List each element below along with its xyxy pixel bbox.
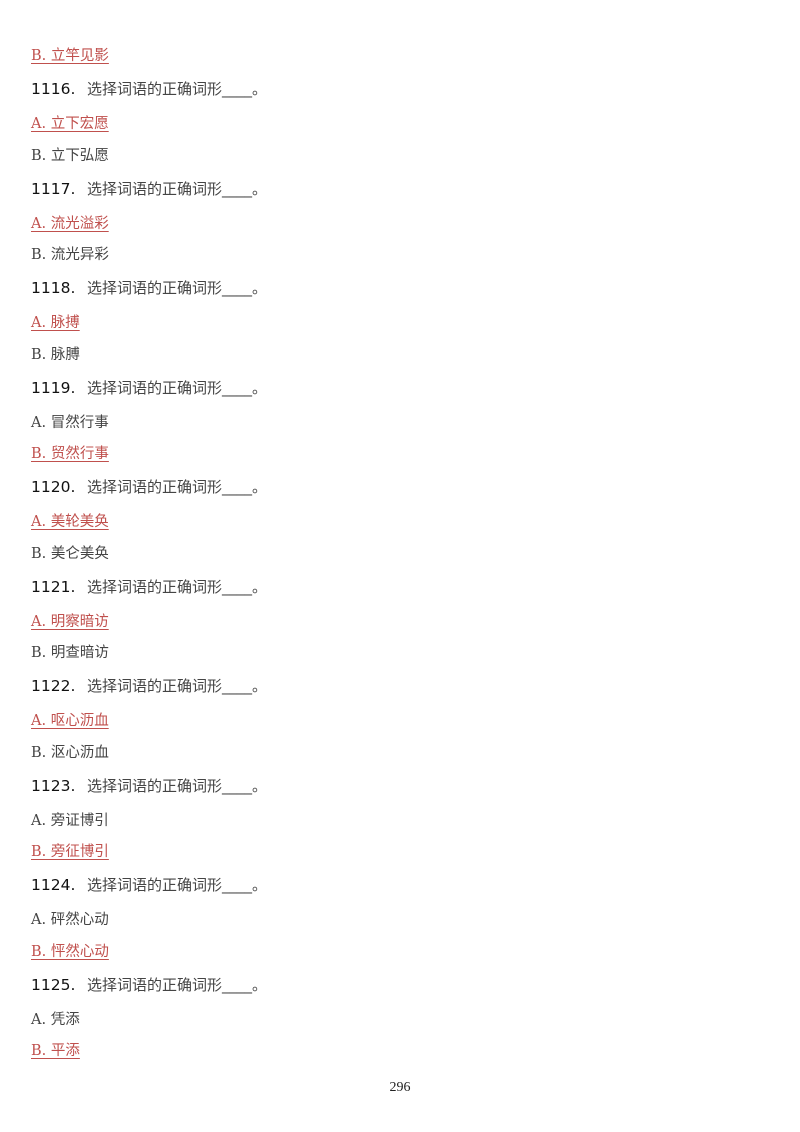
- question-1116: 1116. 选择词语的正确词形____。: [31, 78, 267, 100]
- question-number: 1119.: [31, 378, 76, 397]
- question-text: 选择词语的正确词形____。: [87, 179, 268, 198]
- question-text: 选择词语的正确词形____。: [87, 478, 268, 496]
- answer-option: A. 旁证博引: [31, 812, 109, 829]
- question-number: 1116.: [31, 80, 76, 98]
- answer-option-correct: B. 贸然行事: [31, 446, 109, 462]
- question-number: 1118.: [31, 279, 76, 297]
- question-text: 选择词语的正确词形____。: [87, 577, 268, 596]
- question-number: 1117.: [31, 179, 76, 198]
- question-1124: 1124. 选择词语的正确词形____。: [31, 874, 267, 896]
- question-text: 选择词语的正确词形____。: [87, 975, 268, 994]
- question-1119: 1119. 选择词语的正确词形____。: [31, 377, 267, 399]
- question-1118: 1118. 选择词语的正确词形____。: [31, 277, 267, 299]
- answer-option: A. 冒然行事: [31, 414, 109, 431]
- answer-option-correct: A. 美轮美奂: [31, 514, 109, 530]
- question-text: 选择词语的正确词形____。: [87, 80, 268, 98]
- question-1117: 1117. 选择词语的正确词形____。: [31, 178, 267, 200]
- question-text: 选择词语的正确词形____。: [87, 776, 268, 795]
- answer-option-correct: A. 脉搏: [31, 315, 80, 331]
- question-number: 1121.: [31, 577, 76, 596]
- answer-option-correct: B. 平添: [31, 1043, 80, 1059]
- answer-option-correct: A. 呕心沥血: [31, 713, 109, 729]
- answer-option: A. 凭添: [31, 1011, 80, 1028]
- answer-option: B. 美仑美奂: [31, 545, 109, 562]
- question-number: 1125.: [31, 975, 76, 994]
- answer-option-correct: A. 流光溢彩: [31, 215, 109, 232]
- question-1125: 1125. 选择词语的正确词形____。: [31, 974, 267, 996]
- question-1120: 1120. 选择词语的正确词形____。: [31, 476, 267, 498]
- question-text: 选择词语的正确词形____。: [87, 279, 268, 297]
- page-number: 296: [389, 1080, 411, 1095]
- answer-option-correct: A. 立下宏愿: [31, 116, 109, 132]
- answer-option-correct: B. 立竿见影: [31, 48, 109, 64]
- question-number: 1122.: [31, 677, 76, 695]
- question-1123: 1123. 选择词语的正确词形____。: [31, 775, 267, 797]
- question-text: 选择词语的正确词形____。: [87, 876, 268, 894]
- answer-option-correct: B. 旁征博引: [31, 844, 109, 860]
- question-number: 1124.: [31, 876, 76, 894]
- question-1122: 1122. 选择词语的正确词形____。: [31, 675, 267, 697]
- answer-option: B. 脉膊: [31, 346, 80, 363]
- question-text: 选择词语的正确词形____。: [87, 378, 268, 397]
- question-text: 选择词语的正确词形____。: [87, 677, 268, 695]
- answer-option-correct: A. 明察暗访: [31, 613, 109, 630]
- question-number: 1123.: [31, 776, 76, 795]
- question-1121: 1121. 选择词语的正确词形____。: [31, 576, 267, 598]
- answer-option: B. 明查暗访: [31, 645, 109, 661]
- answer-option-correct: B. 怦然心动: [31, 943, 109, 960]
- answer-option: B. 立下弘愿: [31, 147, 109, 164]
- answer-option: B. 沤心沥血: [31, 744, 109, 761]
- answer-option: A. 砰然心动: [31, 912, 109, 928]
- answer-option: B. 流光异彩: [31, 247, 109, 263]
- question-number: 1120.: [31, 478, 76, 496]
